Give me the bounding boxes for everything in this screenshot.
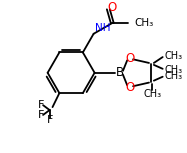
Text: B: B <box>116 66 124 79</box>
Text: NH: NH <box>95 23 110 33</box>
Text: CH₃: CH₃ <box>135 18 154 28</box>
Text: O: O <box>125 81 135 94</box>
Text: CH₃: CH₃ <box>165 65 183 75</box>
Text: O: O <box>108 1 117 14</box>
Text: CH₃: CH₃ <box>165 51 183 61</box>
Text: F: F <box>46 115 53 125</box>
Text: F: F <box>38 100 44 110</box>
Text: F: F <box>38 110 44 120</box>
Text: O: O <box>125 52 135 65</box>
Text: CH₃: CH₃ <box>165 71 183 81</box>
Text: CH₃: CH₃ <box>144 89 162 99</box>
